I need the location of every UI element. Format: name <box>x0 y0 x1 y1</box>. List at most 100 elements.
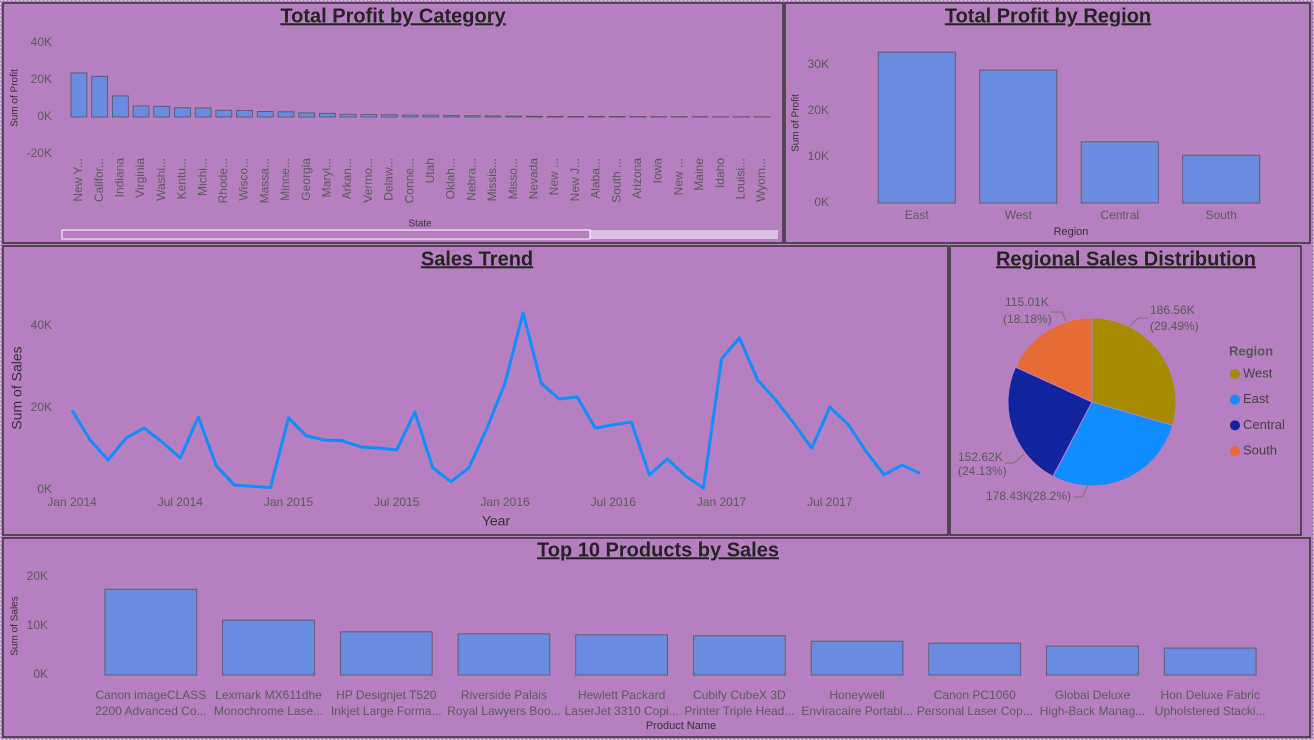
x-tick-label: Nevada <box>527 158 541 200</box>
x-tick-label: West <box>1005 208 1033 222</box>
x-tick-label: Delaw... <box>382 158 396 201</box>
y-tick-label: 0K <box>33 667 48 681</box>
x-tick-label: Riverside Palais <box>461 688 547 702</box>
y-axis-title: Sum of Sales <box>10 596 21 655</box>
x-tick-label: Cubify CubeX 3D <box>693 688 786 702</box>
x-tick-label: Nebra... <box>464 158 478 201</box>
x-tick-label: New J... <box>568 158 582 201</box>
x-tick-label: Arizona <box>630 158 644 199</box>
x-tick-label: Monochrome Lase... <box>214 704 323 718</box>
pie-slice <box>1052 401 1174 487</box>
x-tick-label: South ... <box>609 158 623 203</box>
x-tick-label: Central <box>1100 208 1139 222</box>
leader-line <box>1051 311 1067 322</box>
bar <box>443 115 460 118</box>
x-tick-label: Enviracaire Portabl... <box>801 704 912 718</box>
pie-slice <box>1014 317 1093 403</box>
x-tick-label: Washi... <box>154 158 168 201</box>
y-tick-label: 10K <box>808 149 829 163</box>
line <box>70 311 921 490</box>
bar <box>111 95 129 118</box>
x-tick-label: South <box>1206 208 1237 222</box>
bar <box>877 51 956 204</box>
x-axis-title: State <box>408 219 432 230</box>
legend-swatch <box>1230 394 1240 405</box>
x-tick-label: HP Designjet T520 <box>336 688 437 702</box>
bar <box>484 115 502 118</box>
x-tick-label: Arkan... <box>340 158 354 199</box>
x-tick-label: High-Back Manag... <box>1040 704 1145 718</box>
bar <box>575 634 668 676</box>
y-axis-title: Sum of Sales <box>9 346 25 429</box>
y-tick-label: 0K <box>814 195 829 209</box>
bar <box>928 642 1022 676</box>
x-tick-label: Virginia <box>133 158 147 198</box>
bar <box>91 75 109 118</box>
y-tick-label: -20K <box>27 146 52 160</box>
x-tick-label: Inkjet Large Forma... <box>331 704 442 718</box>
bar <box>236 110 253 118</box>
x-tick-label: East <box>905 208 930 222</box>
x-tick-label: Hon Deluxe Fabric <box>1160 688 1259 702</box>
x-tick-label: Califor... <box>92 158 106 202</box>
x-tick-label: Idaho <box>713 158 727 188</box>
bar <box>70 72 88 118</box>
bar <box>381 114 398 118</box>
x-tick-label: Hewlett Packard <box>578 688 665 702</box>
x-tick-label: New ... <box>547 158 561 195</box>
bar <box>1163 647 1257 676</box>
legend-title: Region <box>1229 343 1273 358</box>
chart-title: Top 10 Products by Sales <box>537 539 779 561</box>
data-label: (18.18%) <box>1003 312 1052 326</box>
x-tick-label: 2200 Advanced Co... <box>95 704 206 718</box>
chart-title: Total Profit by Region <box>945 5 1151 27</box>
x-tick-label: Conne... <box>402 158 416 203</box>
x-axis-title: Year <box>482 513 511 529</box>
x-tick-label: Upholstered Stacki... <box>1155 704 1266 718</box>
x-tick-label: LaserJet 3310 Copi... <box>565 704 679 718</box>
bar <box>693 635 786 676</box>
x-tick-label: Jan 2015 <box>264 495 314 509</box>
x-axis-title: Product Name <box>646 720 716 732</box>
scrollbar-thumb[interactable] <box>61 229 591 240</box>
bar <box>298 112 316 118</box>
x-tick-label: Honeywell <box>829 688 884 702</box>
bar <box>339 631 433 676</box>
bar <box>525 115 543 118</box>
bar <box>339 113 357 118</box>
bar <box>810 640 904 676</box>
bar <box>567 116 585 118</box>
x-tick-label: Utah <box>423 158 437 183</box>
x-tick-label: Misso... <box>506 158 520 199</box>
chart-title: Sales Trend <box>421 248 533 270</box>
bar <box>1046 645 1139 676</box>
legend-label: South <box>1243 443 1277 458</box>
x-tick-label: Jan 2014 <box>47 495 97 509</box>
legend-swatch <box>1230 420 1240 431</box>
legend-swatch <box>1230 446 1240 457</box>
x-tick-label: Personal Laser Cop... <box>917 704 1033 718</box>
chart-title: Regional Sales Distribution <box>996 248 1256 270</box>
bar <box>174 107 191 118</box>
bar <box>608 116 626 118</box>
y-tick-label: 20K <box>31 400 52 414</box>
bar <box>463 115 481 118</box>
data-label: (24.13%) <box>958 464 1007 478</box>
x-tick-label: Alaba... <box>589 158 603 199</box>
leader-line <box>1005 453 1025 464</box>
x-tick-label: Lexmark MX611dhe <box>215 688 322 702</box>
data-label: 178.43K <box>986 489 1031 503</box>
x-tick-label: Maryl... <box>320 158 334 197</box>
bar <box>1080 141 1159 204</box>
x-tick-label: Georgia <box>299 158 313 201</box>
bar <box>401 114 419 118</box>
bar <box>222 619 315 676</box>
x-tick-label: Royal Lawyers Boo... <box>447 704 560 718</box>
x-tick-label: Jul 2017 <box>807 495 853 509</box>
x-tick-label: Iowa <box>651 158 665 184</box>
x-axis-title: Region <box>1054 226 1089 238</box>
y-tick-label: 20K <box>808 103 829 117</box>
y-tick-label: 10K <box>27 618 48 632</box>
bar <box>215 109 233 118</box>
